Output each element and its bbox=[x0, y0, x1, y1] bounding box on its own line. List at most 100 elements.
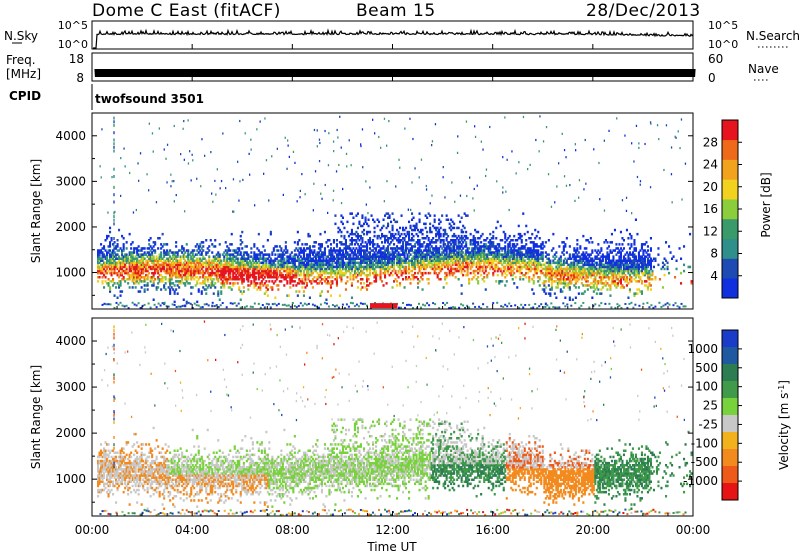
power-cell bbox=[292, 269, 295, 273]
power-cell bbox=[417, 261, 420, 265]
power-cell bbox=[493, 259, 496, 262]
power-cell bbox=[400, 214, 403, 217]
power-cell bbox=[483, 280, 486, 283]
power-cell bbox=[366, 280, 369, 283]
power-cell bbox=[376, 245, 379, 248]
power-cell bbox=[101, 251, 104, 254]
power-cell bbox=[468, 247, 471, 250]
power-cell bbox=[457, 243, 460, 246]
power-cell bbox=[411, 247, 414, 250]
power-cell bbox=[516, 267, 519, 271]
power-cell bbox=[295, 271, 298, 275]
power-cell bbox=[417, 257, 420, 260]
power-cell bbox=[558, 265, 561, 269]
power-cell bbox=[197, 278, 200, 281]
power-cell bbox=[478, 253, 481, 256]
power-cell bbox=[393, 255, 396, 258]
power-cell bbox=[540, 253, 543, 256]
power-cell bbox=[253, 269, 256, 273]
power-cell bbox=[373, 269, 376, 273]
power-cell bbox=[573, 249, 576, 252]
power-cell bbox=[311, 253, 314, 256]
power-cell bbox=[540, 247, 543, 250]
power-cell bbox=[399, 226, 402, 230]
power-cell bbox=[319, 247, 322, 250]
power-cell bbox=[332, 269, 335, 273]
power-cell bbox=[239, 261, 242, 265]
power-cell bbox=[181, 269, 184, 273]
power-cell bbox=[157, 282, 160, 285]
power-cell bbox=[346, 230, 349, 234]
power-cell bbox=[616, 284, 619, 287]
power-cell bbox=[124, 280, 127, 283]
power-cell bbox=[190, 251, 193, 254]
power-cell bbox=[124, 271, 127, 275]
power-cell bbox=[163, 267, 166, 271]
power-cell bbox=[549, 271, 552, 275]
power-cell bbox=[325, 263, 328, 267]
power-cell bbox=[556, 271, 559, 275]
power-cell bbox=[130, 259, 133, 262]
power-cell bbox=[140, 255, 143, 258]
power-cell bbox=[121, 259, 124, 262]
power-cell bbox=[218, 263, 221, 267]
power-cell bbox=[541, 271, 544, 275]
power-cell bbox=[562, 245, 565, 248]
power-cell bbox=[474, 245, 477, 248]
power-cell bbox=[435, 239, 438, 242]
power-cell bbox=[511, 259, 514, 262]
power-cell bbox=[319, 245, 322, 248]
power-cell bbox=[585, 247, 588, 250]
power-cell bbox=[283, 278, 286, 281]
power-cell bbox=[604, 259, 607, 262]
power-cell bbox=[612, 276, 615, 279]
power-cell bbox=[167, 265, 170, 269]
power-cell bbox=[277, 265, 280, 269]
power-cell bbox=[471, 249, 474, 252]
power-cell bbox=[208, 284, 211, 287]
power-cell bbox=[142, 267, 145, 271]
power-cell bbox=[432, 251, 435, 254]
power-cell bbox=[322, 255, 325, 258]
power-cell bbox=[406, 269, 409, 273]
power-cell bbox=[592, 290, 595, 293]
power-cell bbox=[109, 259, 112, 262]
power-cell bbox=[187, 261, 190, 265]
power-cell bbox=[636, 232, 639, 236]
power-cell bbox=[191, 255, 194, 258]
power-cell bbox=[409, 239, 412, 242]
power-cell bbox=[160, 263, 163, 267]
power-cell bbox=[227, 276, 230, 279]
power-cell bbox=[190, 255, 193, 258]
power-cell bbox=[438, 247, 441, 250]
power-cell bbox=[151, 255, 154, 258]
power-cell bbox=[504, 265, 507, 269]
power-cell bbox=[316, 267, 319, 271]
power-cell bbox=[609, 241, 612, 244]
power-cell bbox=[480, 253, 483, 256]
power-cell bbox=[508, 243, 511, 246]
power-cell bbox=[278, 253, 281, 256]
power-cell bbox=[450, 243, 453, 246]
power-cell bbox=[441, 265, 444, 269]
power-cell bbox=[457, 265, 460, 269]
power-cell bbox=[568, 253, 571, 256]
power-cell bbox=[381, 247, 384, 250]
power-cell bbox=[537, 276, 540, 279]
power-cell bbox=[167, 253, 170, 256]
power-cell bbox=[361, 245, 364, 248]
power-cell bbox=[507, 237, 510, 240]
power-cell bbox=[567, 284, 570, 287]
power-cell bbox=[235, 278, 238, 281]
power-cell bbox=[457, 257, 460, 260]
power-cell bbox=[122, 269, 125, 273]
power-cell bbox=[244, 265, 247, 269]
power-cell bbox=[400, 259, 403, 262]
power-cell bbox=[262, 267, 265, 271]
power-cell bbox=[385, 267, 388, 271]
power-cell bbox=[146, 259, 149, 262]
power-cell bbox=[109, 255, 112, 258]
power-cell bbox=[121, 290, 124, 293]
power-cell bbox=[412, 257, 415, 260]
power-cell bbox=[459, 259, 462, 262]
